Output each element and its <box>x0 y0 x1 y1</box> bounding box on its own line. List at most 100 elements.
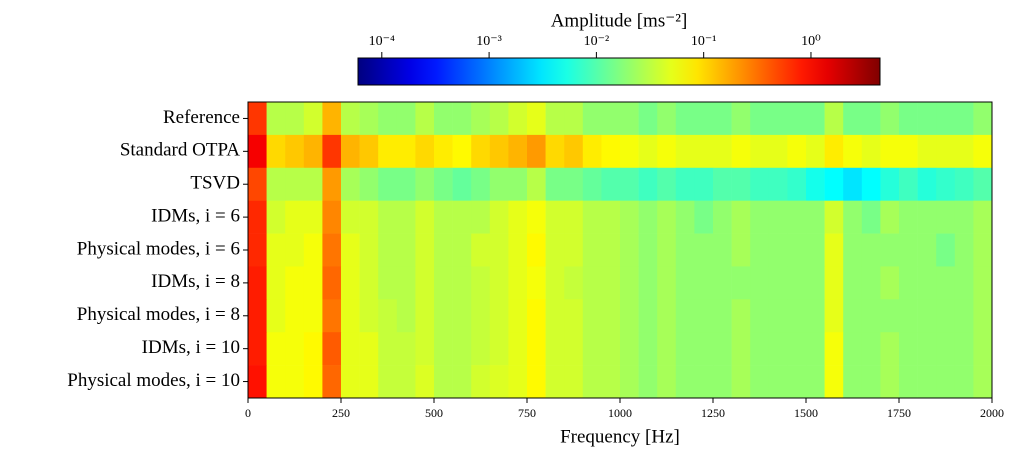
heatmap-cell <box>638 233 658 267</box>
heatmap-cell <box>452 365 472 399</box>
heatmap-cell <box>341 365 360 399</box>
heatmap-cell <box>768 233 788 267</box>
heatmap-cell <box>601 200 621 234</box>
heatmap-cell <box>806 233 825 267</box>
heatmap-cell <box>378 233 398 267</box>
heatmap-cell <box>545 167 565 201</box>
heatmap-cell <box>713 365 732 399</box>
heatmap-cell <box>378 167 398 201</box>
heatmap-cell <box>434 102 453 136</box>
heatmap-cell <box>359 167 379 201</box>
heatmap-cell <box>768 134 788 169</box>
heatmap-cell <box>415 233 435 267</box>
heatmap-cell <box>824 134 844 169</box>
heatmap-cell <box>508 266 528 300</box>
heatmap-cell <box>378 200 398 234</box>
heatmap-cell <box>489 365 509 399</box>
heatmap-cell <box>266 266 286 300</box>
heatmap-cell <box>266 233 286 267</box>
heatmap-cell <box>768 365 788 399</box>
heatmap-cell <box>861 233 881 267</box>
heatmap-cell <box>396 134 416 169</box>
heatmap-cell <box>750 167 770 201</box>
heatmap-cell <box>508 365 528 399</box>
heatmap-cell <box>452 233 472 267</box>
heatmap-cell <box>396 266 416 300</box>
heatmap-cell <box>341 299 360 333</box>
heatmap-cell <box>489 200 509 234</box>
heatmap-cell <box>657 365 677 399</box>
heatmap-cell <box>303 200 323 234</box>
heatmap-cell <box>824 299 844 333</box>
heatmap-cell <box>620 134 639 169</box>
heatmap-cell <box>694 134 714 169</box>
heatmap-cell <box>713 167 732 201</box>
heatmap-cell <box>434 266 453 300</box>
heatmap-cell <box>675 332 695 366</box>
heatmap-cell <box>861 102 881 136</box>
heatmap-cell <box>657 134 677 169</box>
heatmap-cell <box>471 365 491 399</box>
heatmap-cell <box>694 233 714 267</box>
heatmap-cell <box>880 167 900 201</box>
heatmap-cell <box>508 233 528 267</box>
heatmap-cell <box>434 332 453 366</box>
heatmap-cell <box>917 332 937 366</box>
heatmap-cell <box>638 299 658 333</box>
heatmap-cell <box>564 266 584 300</box>
heatmap-cell <box>341 167 360 201</box>
heatmap-cell <box>582 200 602 234</box>
heatmap-cell <box>620 266 639 300</box>
heatmap-cell <box>266 200 286 234</box>
heatmap-cell <box>303 332 323 366</box>
heatmap-cell <box>564 134 584 169</box>
x-axis-label: Frequency [Hz] <box>560 426 680 447</box>
heatmap-cell <box>657 233 677 267</box>
heatmap-cell <box>620 365 639 399</box>
heatmap-cell <box>787 233 807 267</box>
colorbar-tick-label: 10⁰ <box>801 34 821 49</box>
x-tick-label: 1500 <box>794 406 818 420</box>
heatmap-cell <box>843 266 863 300</box>
heatmap-cell <box>471 233 491 267</box>
heatmap-cell <box>936 266 956 300</box>
x-tick-label: 250 <box>332 406 350 420</box>
heatmap-cell <box>266 134 286 169</box>
heatmap-cell <box>378 102 398 136</box>
heatmap-cell <box>638 167 658 201</box>
heatmap-cell <box>248 266 267 300</box>
heatmap-cell <box>545 266 565 300</box>
heatmap-cell <box>248 134 267 169</box>
heatmap-cell <box>843 134 863 169</box>
heatmap-cell <box>545 134 565 169</box>
heatmap-cell <box>936 299 956 333</box>
heatmap-cell <box>359 134 379 169</box>
heatmap-cell <box>936 365 956 399</box>
heatmap-cell <box>303 167 323 201</box>
heatmap-cell <box>843 299 863 333</box>
heatmap-cell <box>824 167 844 201</box>
heatmap-cell <box>880 134 900 169</box>
heatmap-cell <box>899 299 918 333</box>
y-tick-label: Reference <box>163 107 240 128</box>
heatmap-cell <box>415 200 435 234</box>
heatmap-cell <box>601 233 621 267</box>
heatmap-cell <box>917 299 937 333</box>
x-tick-label: 0 <box>245 406 251 420</box>
heatmap-cell <box>527 332 546 366</box>
heatmap-cell <box>638 134 658 169</box>
heatmap-cell <box>768 299 788 333</box>
heatmap-cell <box>936 167 956 201</box>
heatmap-cell <box>880 299 900 333</box>
heatmap-cell <box>861 365 881 399</box>
heatmap-cell <box>527 365 546 399</box>
heatmap-cell <box>527 266 546 300</box>
heatmap-cell <box>471 200 491 234</box>
heatmap-cell <box>378 365 398 399</box>
heatmap-cell <box>285 266 305 300</box>
x-tick-label: 500 <box>425 406 443 420</box>
heatmap-cell <box>303 102 323 136</box>
heatmap-cell <box>248 200 267 234</box>
heatmap-cell <box>601 365 621 399</box>
